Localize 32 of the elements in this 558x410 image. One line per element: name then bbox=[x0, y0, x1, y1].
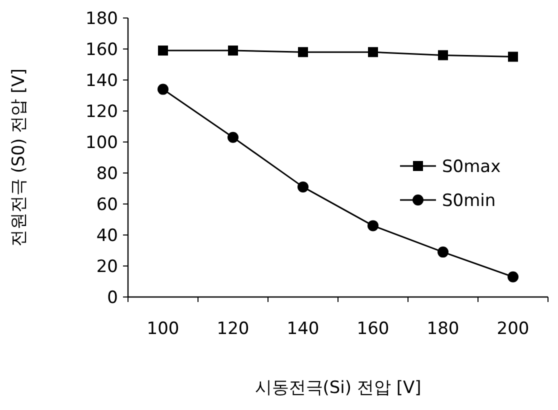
point bbox=[368, 47, 378, 58]
x-tick-label: 200 bbox=[496, 319, 530, 339]
point bbox=[298, 181, 308, 192]
point bbox=[158, 46, 168, 56]
x-axis-title: 시동전극(Si) 전압 [V] bbox=[254, 378, 422, 398]
y-tick-label: 140 bbox=[86, 71, 118, 91]
y-tick-label: 0 bbox=[107, 288, 118, 308]
x-tick-label: 120 bbox=[216, 319, 250, 339]
y-tick-label: 120 bbox=[86, 102, 118, 122]
point bbox=[438, 246, 448, 258]
x-tick-label: 100 bbox=[146, 319, 180, 339]
y-tick-label: 80 bbox=[96, 164, 118, 184]
x-tick-label: 180 bbox=[426, 319, 460, 339]
legend-label: S0max bbox=[442, 157, 501, 177]
y-tick-label: 180 bbox=[86, 9, 118, 29]
x-tick-label: 160 bbox=[356, 319, 390, 339]
y-tick-label: 100 bbox=[86, 133, 118, 153]
point bbox=[508, 52, 518, 62]
point bbox=[508, 271, 518, 282]
y-tick-label: 40 bbox=[96, 226, 118, 246]
y-tick-label: 20 bbox=[96, 257, 118, 277]
x-tick-label: 140 bbox=[286, 319, 320, 339]
point bbox=[438, 50, 448, 60]
point bbox=[228, 46, 238, 56]
y-tick-label: 160 bbox=[86, 40, 118, 60]
point bbox=[228, 132, 238, 143]
y-tick-label: 60 bbox=[96, 195, 118, 215]
legend-label: S0min bbox=[442, 191, 496, 211]
y-axis-title: 전원전극 (S0) 전압 [V] bbox=[9, 68, 29, 246]
point bbox=[298, 47, 308, 58]
point bbox=[158, 84, 168, 95]
point bbox=[368, 220, 378, 232]
